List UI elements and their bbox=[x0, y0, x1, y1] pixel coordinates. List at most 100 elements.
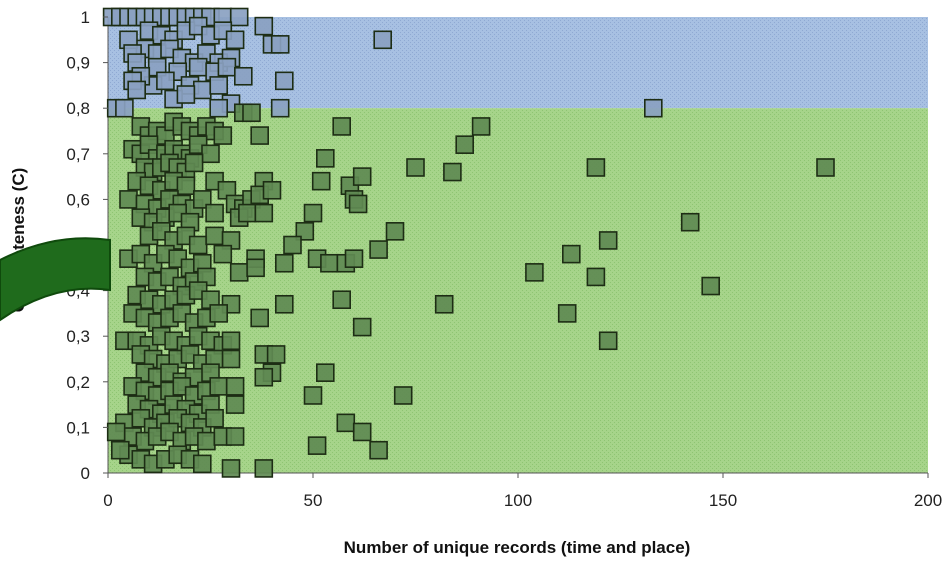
y-tick-label: 0,8 bbox=[66, 99, 90, 118]
data-point bbox=[156, 71, 175, 91]
data-point bbox=[221, 459, 241, 478]
data-point bbox=[332, 117, 352, 136]
data-point bbox=[209, 76, 228, 95]
data-point bbox=[221, 331, 241, 351]
data-point bbox=[303, 203, 323, 223]
data-point bbox=[225, 395, 245, 414]
x-tick-label: 150 bbox=[709, 491, 737, 510]
data-point bbox=[270, 35, 290, 54]
data-point bbox=[250, 308, 269, 328]
data-point bbox=[217, 57, 237, 77]
y-tick-label: 0,7 bbox=[66, 145, 90, 164]
data-point bbox=[115, 98, 134, 118]
x-axis-title: Number of unique records (time and place… bbox=[344, 538, 691, 557]
data-point bbox=[106, 422, 126, 442]
data-point bbox=[193, 80, 212, 100]
data-point bbox=[274, 253, 294, 273]
data-point bbox=[221, 349, 241, 369]
data-point bbox=[701, 276, 721, 296]
data-point bbox=[254, 203, 274, 223]
data-point bbox=[557, 304, 577, 323]
data-point bbox=[193, 454, 212, 474]
data-point bbox=[320, 253, 339, 273]
data-point bbox=[352, 167, 372, 186]
data-point bbox=[234, 66, 253, 86]
data-point bbox=[315, 149, 335, 168]
data-point bbox=[443, 162, 462, 182]
data-point bbox=[229, 263, 249, 282]
data-point bbox=[270, 98, 290, 118]
data-point bbox=[213, 126, 233, 145]
data-point bbox=[344, 249, 364, 268]
data-point bbox=[250, 126, 269, 145]
data-point bbox=[274, 71, 294, 91]
data-point bbox=[176, 176, 196, 196]
data-point bbox=[303, 386, 323, 405]
data-point bbox=[598, 331, 618, 351]
data-point bbox=[197, 431, 216, 451]
data-point bbox=[111, 440, 130, 460]
data-point bbox=[266, 345, 286, 364]
data-point bbox=[373, 30, 393, 50]
data-point bbox=[332, 290, 352, 310]
data-point bbox=[209, 98, 228, 118]
data-point bbox=[201, 144, 220, 164]
y-tick-label: 0 bbox=[81, 464, 90, 483]
data-point bbox=[238, 203, 257, 223]
data-point bbox=[586, 158, 606, 177]
data-point bbox=[315, 363, 335, 382]
data-point bbox=[205, 203, 224, 223]
data-point bbox=[406, 158, 425, 177]
data-point bbox=[262, 180, 282, 200]
data-point bbox=[369, 440, 388, 460]
data-point bbox=[119, 190, 138, 209]
y-tick-label: 0,6 bbox=[66, 190, 90, 209]
data-point bbox=[586, 267, 606, 287]
background-regions bbox=[108, 17, 928, 473]
data-point bbox=[242, 103, 261, 123]
data-point bbox=[274, 294, 294, 314]
y-tick-label: 0,9 bbox=[66, 54, 90, 73]
data-points bbox=[102, 7, 835, 478]
data-point bbox=[385, 222, 405, 241]
data-point bbox=[209, 304, 228, 323]
data-point bbox=[213, 244, 233, 264]
data-point bbox=[254, 367, 274, 387]
data-point bbox=[561, 244, 581, 264]
data-point bbox=[184, 153, 204, 173]
data-point bbox=[816, 158, 835, 177]
data-point bbox=[246, 258, 265, 278]
data-point bbox=[225, 427, 245, 446]
y-tick-label: 0,1 bbox=[66, 418, 90, 437]
data-point bbox=[311, 171, 331, 191]
data-point bbox=[205, 408, 224, 428]
data-point bbox=[471, 117, 491, 136]
data-point bbox=[229, 7, 249, 27]
data-point bbox=[254, 459, 274, 478]
data-point bbox=[283, 235, 302, 255]
data-point bbox=[188, 57, 208, 77]
data-point bbox=[680, 212, 700, 232]
data-point bbox=[352, 317, 372, 337]
data-point bbox=[254, 16, 274, 36]
data-point bbox=[295, 222, 315, 241]
y-tick-label: 0,2 bbox=[66, 373, 90, 392]
data-point bbox=[307, 436, 327, 455]
data-point bbox=[434, 294, 454, 314]
data-point bbox=[598, 231, 618, 250]
data-point bbox=[127, 80, 146, 100]
x-tick-label: 200 bbox=[914, 491, 942, 510]
data-point bbox=[348, 194, 368, 214]
data-point bbox=[525, 263, 544, 282]
overlay-arc-shape bbox=[0, 237, 111, 322]
x-tick-label: 100 bbox=[504, 491, 532, 510]
y-tick-label: 1 bbox=[81, 8, 90, 27]
data-point bbox=[205, 226, 224, 246]
x-tick-label: 50 bbox=[304, 491, 323, 510]
data-point bbox=[455, 135, 475, 154]
region-high bbox=[108, 17, 928, 109]
data-point bbox=[225, 30, 245, 50]
data-point bbox=[193, 190, 212, 209]
region-low bbox=[108, 108, 928, 473]
